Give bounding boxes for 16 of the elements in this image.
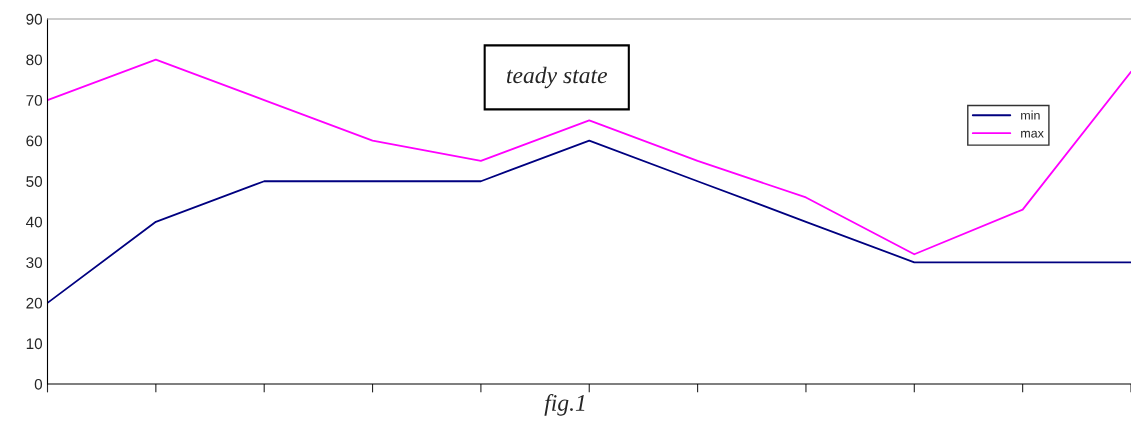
legend-label: max — [1021, 130, 1044, 138]
y-tick-label: 80 — [26, 54, 43, 66]
legend-label: min — [1021, 110, 1040, 120]
y-tick-label: 30 — [26, 257, 43, 269]
line-series — [47, 58, 1131, 256]
y-tick-label: 90 — [26, 13, 43, 25]
y-tick-label: 50 — [26, 176, 43, 187]
y-tick-label: 10 — [26, 338, 43, 350]
y-tick-label: 40 — [26, 216, 43, 228]
line-series — [47, 139, 1131, 304]
annotation: teady state — [506, 66, 608, 89]
caption: fig.1 — [544, 394, 585, 416]
y-tick-label: 20 — [26, 297, 43, 309]
y-tick-label: 60 — [26, 135, 43, 147]
y-tick-label: 70 — [26, 94, 43, 106]
y-tick-label: 0 — [34, 378, 43, 390]
